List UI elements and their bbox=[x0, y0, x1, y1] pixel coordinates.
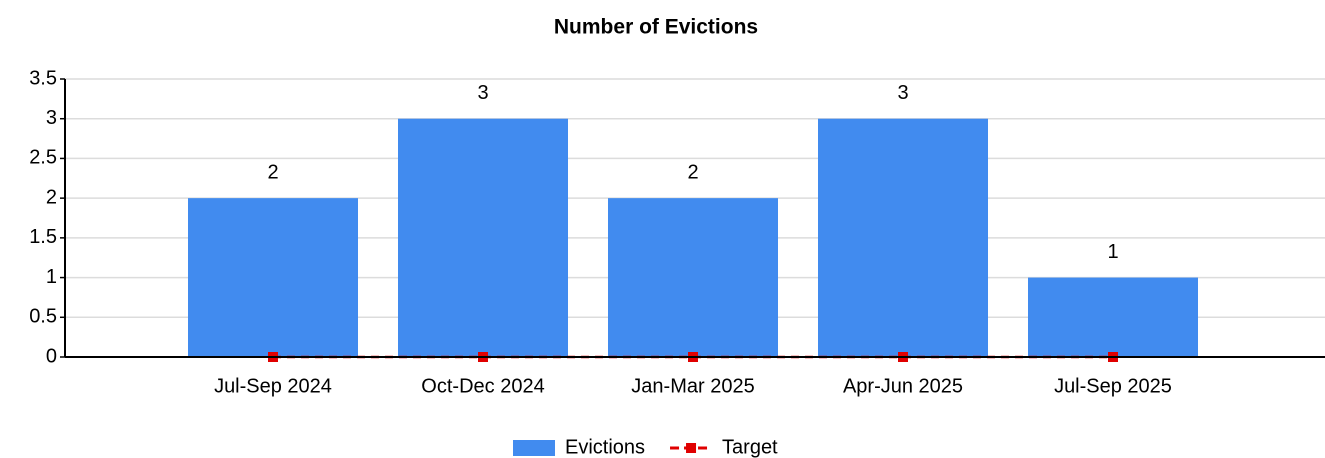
bar bbox=[398, 118, 568, 357]
y-tick-label: 2.5 bbox=[29, 147, 57, 169]
x-tick-label: Jul-Sep 2024 bbox=[214, 375, 332, 397]
y-tick-label: 1.5 bbox=[29, 226, 57, 248]
x-tick-label: Jan-Mar 2025 bbox=[631, 375, 754, 397]
data-label: 3 bbox=[897, 82, 908, 104]
y-tick-label: 0.5 bbox=[29, 306, 57, 328]
legend-label: Target bbox=[722, 436, 778, 458]
bar bbox=[188, 198, 358, 357]
y-tick-label: 3 bbox=[46, 107, 57, 129]
bar bbox=[1028, 277, 1198, 357]
legend-marker bbox=[686, 443, 697, 453]
data-label: 1 bbox=[1107, 241, 1118, 263]
chart-title: Number of Evictions bbox=[554, 16, 758, 39]
legend-label: Evictions bbox=[565, 436, 645, 458]
data-label: 2 bbox=[687, 161, 698, 183]
bar bbox=[818, 118, 988, 357]
legend-swatch bbox=[513, 440, 555, 456]
bar bbox=[608, 198, 778, 357]
y-tick-label: 2 bbox=[46, 186, 57, 208]
y-tick-label: 1 bbox=[46, 266, 57, 288]
data-label: 3 bbox=[477, 82, 488, 104]
x-tick-label: Apr-Jun 2025 bbox=[843, 375, 963, 397]
x-tick-label: Jul-Sep 2025 bbox=[1054, 375, 1172, 397]
y-tick-label: 0 bbox=[46, 345, 57, 367]
x-tick-label: Oct-Dec 2024 bbox=[421, 375, 544, 397]
y-tick-label: 3.5 bbox=[29, 67, 57, 89]
data-label: 2 bbox=[267, 161, 278, 183]
